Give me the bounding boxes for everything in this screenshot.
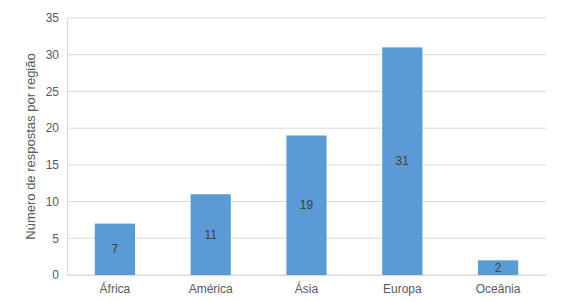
bar [478,260,518,275]
x-axis: África América Ásia Europa Oceânia [68,275,547,296]
y-tick-label: 0 [52,268,59,282]
x-tick: Ásia [295,275,319,296]
x-tick-label: América [189,282,233,296]
y-tick: 20 [46,121,67,135]
grid-line [67,54,546,55]
data-labels: 7 11 19 31 2 [112,154,502,274]
bars [95,47,518,275]
x-tick-label: Oceânia [476,282,521,296]
x-tick: América [189,275,233,296]
bar [382,47,422,275]
grid [67,18,546,275]
y-tick-label: 25 [46,85,60,99]
data-label: 7 [112,242,119,256]
y-tick-label: 5 [52,232,59,246]
grid-line [67,91,546,92]
y-axis: 0 5 10 15 20 25 30 35 [46,11,68,282]
y-tick-label: 35 [46,11,60,25]
data-label: 11 [204,228,217,242]
x-axis-line [68,275,547,276]
chart: 0 5 10 15 20 25 30 35 África América Ásia Europa Oce… [0,0,567,302]
y-tick: 0 [52,268,67,282]
x-tick-label: Europa [383,282,422,296]
y-tick: 5 [52,232,67,246]
x-tick-label: África [100,281,131,296]
y-tick-label: 10 [46,195,60,209]
grid-line [67,128,546,129]
x-tick-label: Ásia [295,281,319,296]
x-tick: África [100,275,131,296]
data-label: 31 [396,154,410,168]
y-tick: 35 [46,11,67,25]
y-tick: 15 [46,158,67,172]
y-tick: 10 [46,195,67,209]
y-axis-line [67,19,68,276]
y-tick-label: 30 [46,48,60,62]
grid-line [67,18,546,19]
data-label: 19 [300,198,314,212]
x-tick: Europa [383,275,422,296]
bar [286,135,326,275]
bar [191,194,231,275]
y-tick: 25 [46,85,67,99]
data-label: 2 [495,261,502,275]
y-axis-title: Número de respostas por região [23,53,38,239]
y-tick-label: 15 [46,158,60,172]
x-tick: Oceânia [476,275,521,296]
y-tick-label: 20 [46,121,60,135]
plot: 0 5 10 15 20 25 30 35 África América Ásia Europa Oce… [46,11,547,295]
y-tick: 30 [46,48,67,62]
bar [95,224,135,275]
